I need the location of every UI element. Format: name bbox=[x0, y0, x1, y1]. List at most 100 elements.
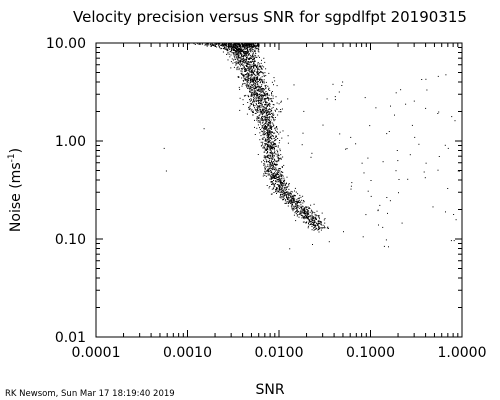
data-point bbox=[253, 87, 255, 89]
data-point bbox=[342, 81, 344, 83]
data-point bbox=[276, 145, 277, 147]
data-point bbox=[254, 77, 255, 79]
data-point bbox=[273, 141, 275, 143]
data-point bbox=[267, 164, 269, 166]
data-point bbox=[292, 208, 294, 210]
data-point bbox=[270, 100, 272, 102]
data-point bbox=[251, 92, 252, 94]
data-point bbox=[249, 58, 250, 60]
data-point bbox=[255, 86, 257, 88]
data-point bbox=[267, 94, 268, 96]
data-point bbox=[316, 228, 318, 230]
data-point bbox=[249, 86, 251, 87]
data-point bbox=[258, 43, 260, 45]
data-point bbox=[294, 205, 296, 207]
data-point bbox=[264, 167, 266, 169]
data-point bbox=[246, 84, 248, 86]
data-point bbox=[243, 64, 245, 66]
data-point bbox=[283, 164, 285, 166]
data-point bbox=[304, 216, 306, 218]
data-point bbox=[245, 78, 246, 80]
data-point bbox=[263, 123, 265, 125]
data-point bbox=[258, 90, 259, 92]
data-point bbox=[249, 66, 251, 68]
data-point bbox=[266, 127, 268, 129]
data-point bbox=[257, 112, 259, 113]
data-point bbox=[256, 44, 258, 46]
data-point bbox=[240, 44, 242, 46]
data-point bbox=[249, 44, 251, 45]
data-point bbox=[276, 190, 278, 192]
data-point bbox=[270, 146, 272, 147]
data-point bbox=[287, 205, 289, 207]
data-point bbox=[197, 43, 199, 45]
data-point bbox=[251, 68, 253, 70]
data-point bbox=[284, 179, 286, 181]
data-point bbox=[296, 209, 298, 211]
data-point bbox=[287, 197, 289, 199]
data-point bbox=[236, 54, 238, 56]
data-point bbox=[269, 122, 270, 124]
data-point bbox=[247, 66, 249, 68]
data-point bbox=[300, 209, 302, 211]
data-point bbox=[264, 165, 266, 167]
data-point bbox=[306, 212, 307, 214]
data-point bbox=[318, 218, 320, 220]
data-point bbox=[269, 165, 271, 167]
data-point bbox=[292, 200, 294, 202]
data-point bbox=[310, 221, 312, 223]
data-point bbox=[279, 189, 281, 191]
data-point bbox=[269, 133, 271, 135]
data-point bbox=[275, 183, 276, 185]
data-point bbox=[220, 48, 222, 50]
data-point bbox=[332, 83, 334, 85]
data-point bbox=[248, 73, 250, 75]
data-point bbox=[301, 211, 303, 213]
data-point bbox=[244, 77, 246, 79]
data-point bbox=[248, 45, 250, 47]
data-point bbox=[314, 229, 316, 230]
data-point bbox=[246, 81, 248, 82]
data-point bbox=[292, 201, 294, 203]
data-point bbox=[265, 113, 267, 114]
data-point bbox=[264, 107, 266, 109]
data-point bbox=[254, 94, 256, 95]
data-point bbox=[241, 44, 243, 45]
data-point bbox=[242, 83, 244, 85]
data-point bbox=[236, 48, 237, 50]
data-point bbox=[271, 193, 273, 195]
data-point bbox=[264, 128, 266, 130]
data-point bbox=[261, 85, 262, 87]
data-point bbox=[297, 193, 299, 195]
data-point bbox=[251, 72, 253, 74]
data-point bbox=[251, 71, 253, 73]
data-point bbox=[268, 132, 270, 134]
data-point bbox=[279, 179, 281, 180]
data-point bbox=[270, 181, 272, 183]
data-point bbox=[244, 79, 246, 81]
data-point bbox=[251, 79, 253, 81]
data-point bbox=[305, 222, 307, 224]
data-point bbox=[214, 43, 216, 45]
data-point bbox=[240, 50, 242, 52]
data-point bbox=[266, 119, 268, 120]
data-point bbox=[293, 206, 295, 208]
data-point bbox=[250, 67, 252, 69]
data-point bbox=[292, 199, 294, 201]
data-point bbox=[266, 155, 268, 157]
data-point bbox=[317, 220, 319, 222]
data-point bbox=[248, 43, 250, 45]
data-point bbox=[321, 227, 322, 229]
data-point bbox=[270, 110, 272, 112]
data-point bbox=[268, 173, 270, 175]
data-point bbox=[275, 191, 277, 193]
data-point bbox=[254, 85, 256, 87]
data-point bbox=[263, 88, 265, 89]
data-point bbox=[253, 92, 255, 94]
data-point bbox=[249, 78, 251, 80]
data-point bbox=[281, 190, 283, 192]
data-point bbox=[273, 143, 275, 145]
data-point bbox=[270, 125, 272, 127]
data-point bbox=[296, 215, 298, 217]
data-point bbox=[264, 131, 266, 133]
